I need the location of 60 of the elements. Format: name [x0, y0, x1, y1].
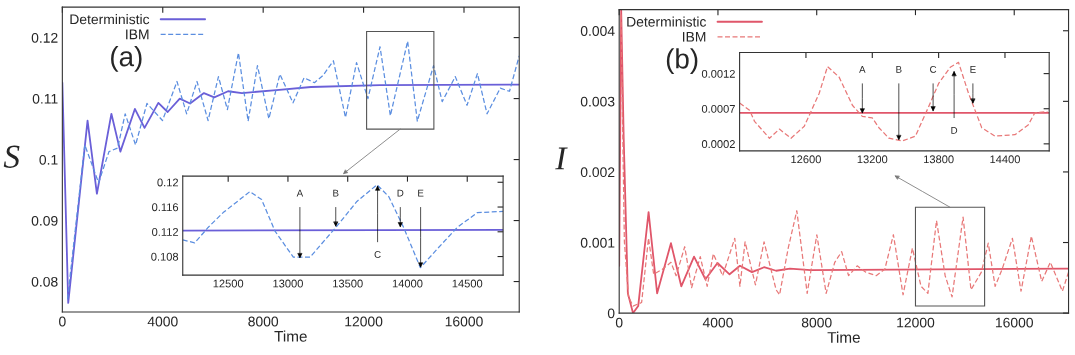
- y-tick-label: 0.0012: [701, 69, 735, 78]
- x-tick-label: 13500: [333, 279, 363, 288]
- y-tick-label: 0: [607, 308, 615, 319]
- x-tick-label: 0: [59, 316, 66, 327]
- y-tick-label: 0.1: [39, 154, 58, 165]
- x-tick-label: 13000: [273, 279, 303, 288]
- annotation: B: [333, 189, 339, 197]
- y-tick-label: 0.12: [157, 178, 179, 187]
- annotation: A: [296, 189, 304, 197]
- x-tick-label: 8000: [248, 316, 279, 327]
- legend-label: Deterministic: [70, 14, 150, 25]
- legend-label: IBM: [682, 32, 706, 42]
- y-tick-label: 0.112: [152, 228, 179, 236]
- line-series: [66, 40, 520, 300]
- x-tick-label: 0: [615, 317, 623, 328]
- x-tick-label: 12600: [791, 155, 821, 164]
- annotation: B: [896, 66, 902, 73]
- line-series: [62, 81, 520, 304]
- annotation: E: [418, 189, 424, 197]
- y-tick-label: 0.12: [31, 32, 58, 43]
- x-axis-title: Time: [827, 331, 860, 343]
- y-tick-label: 0.09: [31, 215, 58, 226]
- x-tick-label: 12500: [213, 279, 244, 288]
- annotation: D: [951, 127, 958, 134]
- y-tick-label: 0.08: [31, 276, 58, 287]
- x-tick-label: 16000: [445, 316, 483, 327]
- y-tick-label: 0.002: [580, 167, 615, 178]
- annotation: E: [970, 66, 976, 73]
- x-tick-label: 12000: [345, 316, 383, 327]
- x-tick-label: 13800: [924, 155, 954, 164]
- x-axis-title: Time: [274, 330, 307, 342]
- y-axis-title: I: [555, 147, 568, 170]
- line-series: [182, 184, 504, 269]
- y-tick-label: 0.001: [580, 237, 615, 248]
- annotation: A: [859, 66, 866, 73]
- annotation: (a): [111, 45, 142, 72]
- y-tick-label: 0.003: [580, 96, 615, 107]
- x-tick-label: 14400: [990, 155, 1020, 164]
- y-tick-label: 0.11: [32, 93, 58, 104]
- annotation: (b): [666, 48, 698, 75]
- y-axis-title: S: [3, 145, 20, 168]
- y-tick-label: 0.108: [151, 252, 179, 261]
- x-tick-label: 16000: [995, 317, 1033, 328]
- annotation: D: [397, 189, 404, 197]
- annotation: C: [930, 65, 937, 73]
- x-tick-label: 14500: [452, 279, 483, 288]
- x-tick-label: 14000: [392, 279, 423, 288]
- annotation: C: [374, 251, 381, 258]
- y-tick-label: 0.0007: [701, 105, 735, 113]
- y-tick-label: 0.0002: [701, 140, 735, 148]
- x-tick-label: 13200: [857, 155, 888, 164]
- legend-label: Deterministic: [627, 16, 707, 27]
- x-tick-label: 8000: [801, 317, 832, 328]
- y-tick-label: 0.116: [152, 203, 179, 212]
- legend-label: IBM: [126, 29, 149, 40]
- x-tick-label: 4000: [147, 316, 178, 327]
- x-tick-label: 4000: [702, 317, 733, 328]
- y-tick-label: 0.004: [580, 26, 615, 36]
- x-tick-label: 12000: [897, 317, 935, 328]
- line-series: [739, 61, 1049, 142]
